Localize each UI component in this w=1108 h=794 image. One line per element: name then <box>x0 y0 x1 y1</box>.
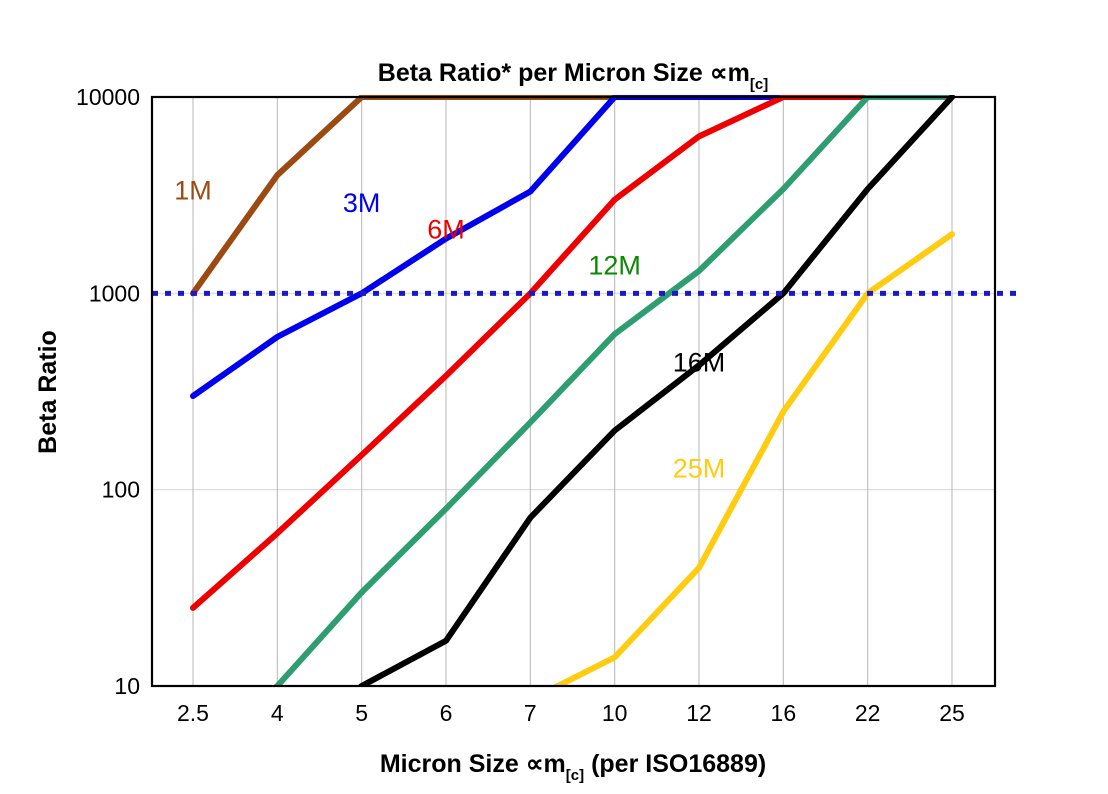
plot-frame <box>150 95 997 688</box>
series-label-1m: 1M <box>174 176 212 206</box>
series-label-25m: 25M <box>673 454 726 484</box>
x-tick-label: 7 <box>524 700 537 726</box>
chart-title: Beta Ratio* per Micron Size ∝m[c] <box>378 59 768 93</box>
y-tick-label: 100 <box>102 477 140 503</box>
x-tick-label: 16 <box>771 700 797 726</box>
x-tick-label: 2.5 <box>177 700 209 726</box>
x-axis-title-subscript: [c] <box>566 767 584 784</box>
y-tick-label: 1000 <box>89 280 140 306</box>
x-tick-label: 5 <box>355 700 368 726</box>
series-label-3m: 3M <box>343 188 381 218</box>
series-lines <box>190 95 955 686</box>
y-tick-label: 10 <box>114 673 140 699</box>
chart-title-main: Beta Ratio* per Micron Size <box>378 59 710 87</box>
x-axis-title-pre: Micron Size <box>380 750 526 778</box>
x-axis-title: Micron Size ∝m[c] (per ISO16889) <box>380 750 766 784</box>
series-line-12m <box>272 95 955 686</box>
x-axis-title-symbol: ∝m <box>526 750 566 778</box>
y-tick-label: 10000 <box>76 84 140 110</box>
chart-title-subscript: [c] <box>750 76 768 93</box>
x-tick-labels: 2.5 4 5 6 7 10 12 16 22 25 <box>177 700 965 726</box>
x-tick-label: 4 <box>271 700 284 726</box>
x-axis-title-post: (per ISO16889) <box>584 750 766 778</box>
x-tick-label: 22 <box>855 700 881 726</box>
y-tick-labels: 10 100 1000 10000 <box>76 84 140 699</box>
chart-title-symbol: ∝m <box>710 59 750 87</box>
x-tick-label: 12 <box>686 700 712 726</box>
series-line-6m <box>190 95 955 611</box>
gridlines <box>152 97 995 686</box>
series-labels: 1M 3M 6M 12M 16M 25M <box>174 176 725 484</box>
x-tick-label: 10 <box>602 700 628 726</box>
series-label-6m: 6M <box>427 215 465 245</box>
series-line-25m <box>551 231 955 686</box>
series-line-16m <box>357 95 955 686</box>
x-tick-label: 25 <box>939 700 965 726</box>
series-label-12m: 12M <box>588 250 641 280</box>
y-axis-title: Beta Ratio <box>34 330 62 454</box>
series-label-16m: 16M <box>673 347 726 377</box>
x-tick-label: 6 <box>440 700 453 726</box>
